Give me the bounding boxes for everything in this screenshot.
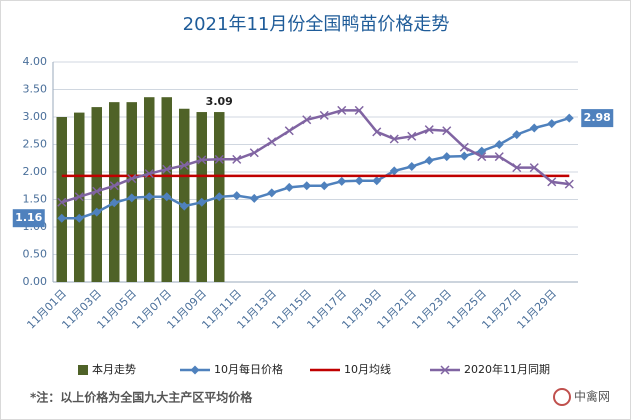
point-marker — [190, 365, 200, 375]
point-marker — [337, 105, 347, 115]
legend-label: 10月均线 — [344, 362, 391, 376]
point-marker — [442, 152, 452, 162]
point-marker — [494, 152, 504, 162]
y-tick-label: 0.50 — [23, 248, 48, 261]
y-tick-label: 2.50 — [23, 138, 48, 151]
data-label: 3.09 — [206, 95, 233, 108]
bar — [109, 102, 120, 283]
point-marker — [459, 151, 469, 161]
bar — [56, 117, 67, 282]
point-marker — [512, 163, 522, 173]
point-marker — [529, 123, 539, 133]
point-marker — [440, 365, 450, 375]
point-marker — [74, 192, 84, 202]
data-label-box — [12, 209, 45, 228]
watermark-logo — [553, 388, 571, 406]
point-marker — [249, 193, 259, 203]
point-marker — [547, 119, 557, 129]
point-marker — [232, 154, 242, 164]
point-marker — [144, 192, 154, 202]
point-marker — [127, 174, 137, 184]
watermark: 中禽网 — [574, 389, 610, 404]
data-label: 2.98 — [584, 111, 611, 124]
point-marker — [354, 105, 364, 115]
data-label-box — [581, 109, 614, 128]
y-tick-label: 2.00 — [23, 165, 48, 178]
point-marker — [512, 130, 522, 140]
point-marker — [302, 115, 312, 125]
bar — [126, 102, 137, 283]
point-marker — [424, 125, 434, 135]
y-tick-label: 3.00 — [23, 110, 48, 123]
point-marker — [232, 191, 242, 201]
point-marker — [127, 193, 137, 203]
point-marker — [57, 197, 67, 207]
point-marker — [529, 163, 539, 173]
point-marker — [354, 176, 364, 186]
point-marker — [197, 155, 207, 165]
bar — [196, 112, 207, 282]
bar — [91, 107, 102, 282]
data-label: 1.16 — [15, 211, 42, 224]
point-marker — [92, 186, 102, 196]
legend-label: 10月每日价格 — [214, 362, 283, 376]
point-marker — [372, 176, 382, 186]
point-marker — [144, 169, 154, 179]
point-marker — [389, 134, 399, 144]
legend-label: 2020年11月同期 — [464, 362, 550, 376]
point-marker — [214, 154, 224, 164]
point-marker — [267, 188, 277, 198]
legend-swatch — [78, 365, 88, 375]
point-marker — [459, 142, 469, 152]
point-marker — [267, 137, 277, 147]
y-tick-label: 3.50 — [23, 83, 48, 96]
point-marker — [564, 179, 574, 189]
point-marker — [109, 198, 119, 208]
point-marker — [214, 192, 224, 202]
point-marker — [389, 166, 399, 176]
point-marker — [109, 181, 119, 191]
point-marker — [424, 155, 434, 165]
point-marker — [249, 148, 259, 158]
point-marker — [494, 140, 504, 149]
point-marker — [407, 131, 417, 141]
point-marker — [162, 164, 172, 174]
point-marker — [407, 162, 417, 171]
y-tick-label: 0.00 — [23, 275, 48, 288]
point-marker — [284, 126, 294, 136]
point-marker — [564, 113, 574, 123]
point-marker — [284, 182, 294, 192]
point-marker — [179, 201, 189, 211]
point-marker — [302, 181, 312, 191]
point-marker — [319, 181, 329, 191]
point-marker — [319, 110, 329, 120]
point-marker — [92, 207, 102, 217]
bar — [179, 108, 190, 282]
point-marker — [547, 177, 557, 187]
bar — [144, 97, 155, 282]
point-marker — [179, 160, 189, 170]
point-marker — [372, 127, 382, 137]
point-marker — [74, 213, 84, 223]
y-tick-label: 1.50 — [23, 193, 48, 206]
series-line — [61, 109, 570, 204]
point-marker — [442, 126, 452, 136]
point-marker — [57, 213, 67, 223]
bar — [161, 97, 172, 282]
point-marker — [162, 192, 172, 202]
y-tick-label: 4.00 — [23, 55, 48, 68]
point-marker — [197, 197, 207, 207]
footnote: *注：以上价格为全国九大主产区平均价格 — [30, 390, 253, 405]
chart-title: 2021年11月份全国鸭苗价格走势 — [183, 14, 450, 35]
point-marker — [337, 176, 347, 186]
point-marker — [477, 152, 487, 162]
legend-label: 本月走势 — [92, 362, 136, 376]
